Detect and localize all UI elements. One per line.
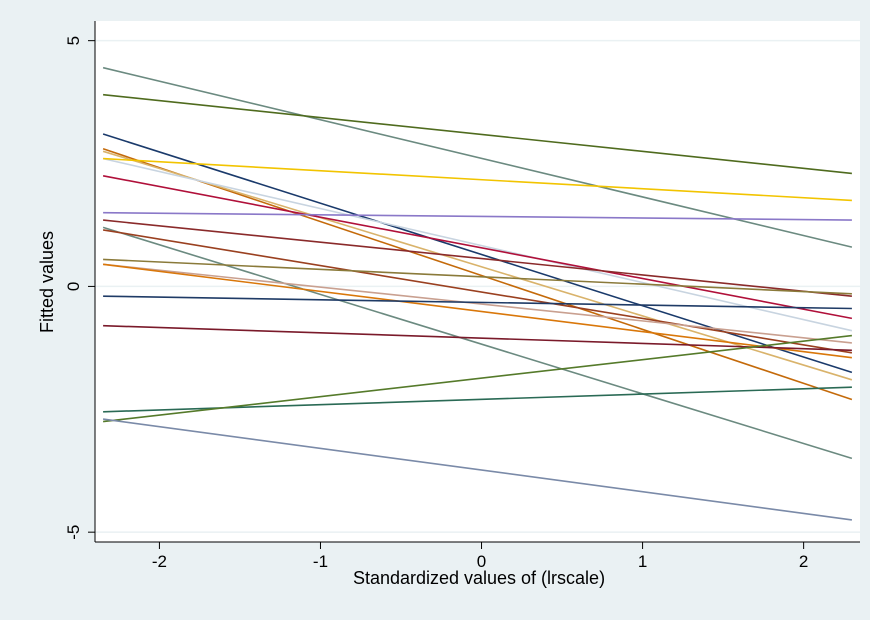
series-line-1 xyxy=(102,66,853,248)
series-layer xyxy=(102,66,853,521)
y-tick-label-0: -5 xyxy=(64,525,83,540)
series-line-15 xyxy=(103,263,852,359)
series-line-2 xyxy=(103,93,852,175)
x-tick-label-1: -1 xyxy=(313,552,328,571)
series-line-17 xyxy=(103,324,852,352)
series-line-10 xyxy=(103,219,852,297)
series-line-16 xyxy=(103,295,852,310)
series-line-6 xyxy=(102,157,853,332)
y-tick-label-1: 0 xyxy=(64,282,83,291)
y-axis-title: Fitted values xyxy=(37,231,57,333)
series-line-7 xyxy=(103,157,852,202)
series-line-13 xyxy=(103,258,852,295)
x-tick-label-2: 0 xyxy=(477,552,486,571)
series-line-12 xyxy=(102,229,853,354)
series-line-14 xyxy=(103,263,852,344)
tick-layer: -2 -1 0 1 2 -5 0 5 xyxy=(64,36,808,571)
plot-area xyxy=(95,21,860,542)
x-axis-title: Standardized values of (lrscale) xyxy=(353,568,605,588)
y-tick-label-2: 5 xyxy=(64,36,83,45)
series-line-19 xyxy=(103,334,852,423)
series-line-20 xyxy=(102,418,853,521)
x-tick-label-0: -2 xyxy=(152,552,167,571)
series-line-9 xyxy=(103,211,852,221)
x-tick-label-3: 1 xyxy=(638,552,647,571)
series-line-4 xyxy=(102,148,853,401)
grid-layer xyxy=(95,39,860,533)
series-line-8 xyxy=(102,175,853,320)
x-tick-label-4: 2 xyxy=(799,552,808,571)
